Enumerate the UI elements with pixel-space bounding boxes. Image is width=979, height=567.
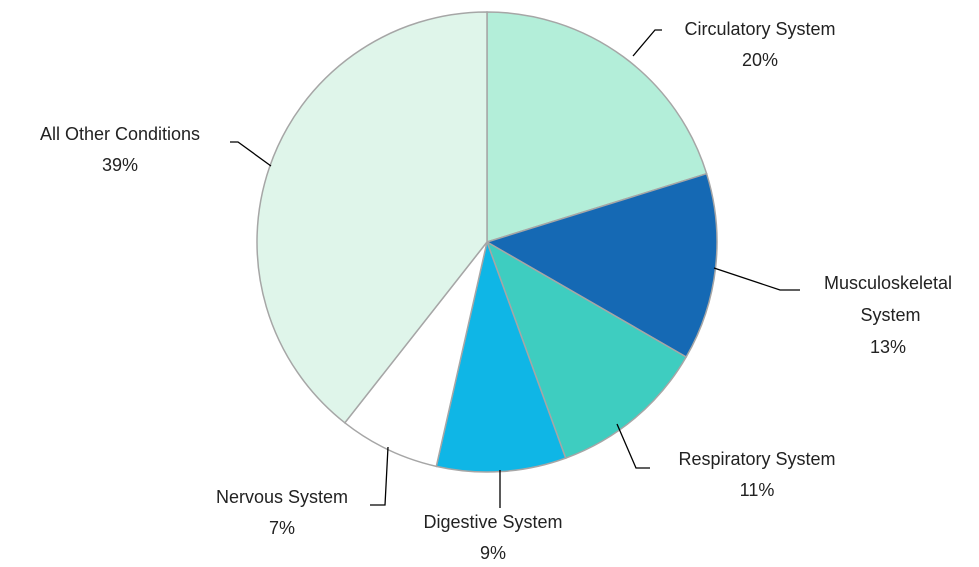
pie-slice (435, 239, 567, 473)
slice-value-label: 20% (742, 50, 778, 70)
slice-value-label: 7% (269, 518, 295, 538)
leader-line (370, 446, 389, 506)
pie-slice (485, 172, 718, 359)
pie-slice (485, 240, 688, 460)
leader-line (616, 423, 650, 469)
pie-slice (256, 11, 488, 424)
slice-label: Respiratory System (678, 449, 835, 469)
pie-slice (486, 11, 708, 244)
slice-label: All Other Conditions (40, 124, 200, 144)
slice-value-label: 11% (740, 480, 775, 500)
slice-value-label: 9% (480, 543, 506, 563)
slice-label: Digestive System (423, 512, 562, 532)
leader-line (713, 267, 800, 291)
slice-label: Circulatory System (684, 19, 835, 39)
leader-line (632, 29, 662, 57)
slice-value-label: 13% (870, 337, 906, 357)
slice-value-label: 39% (102, 155, 138, 175)
slice-label: Musculoskeletal System (824, 273, 952, 325)
leader-line (230, 141, 272, 167)
slice-label: Nervous System (216, 487, 348, 507)
